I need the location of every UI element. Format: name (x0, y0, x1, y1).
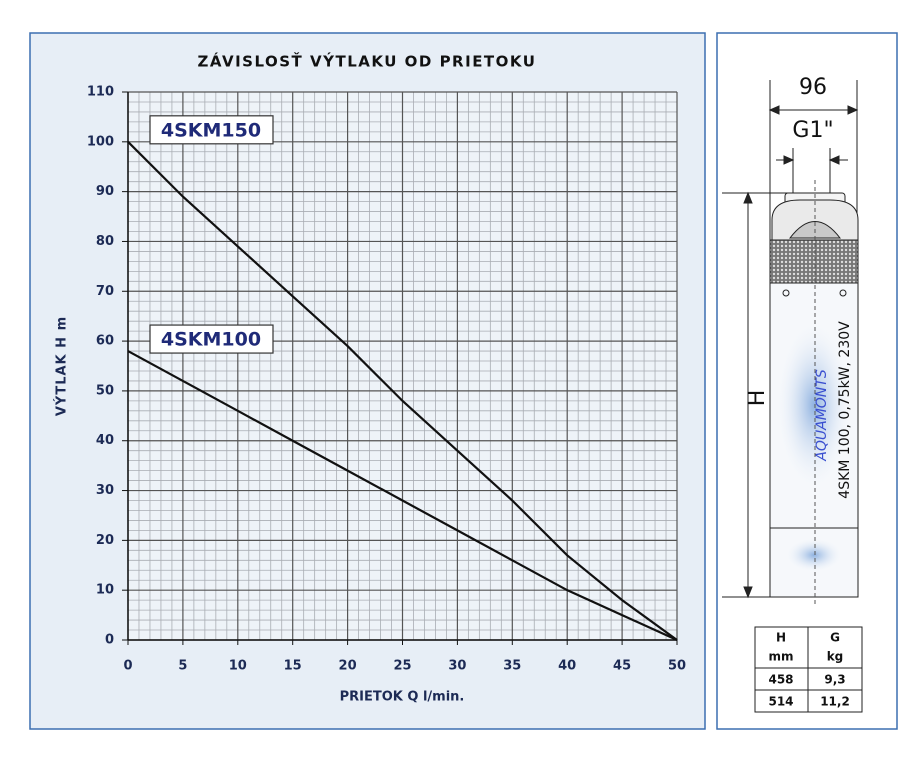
x-tick-label: 45 (613, 659, 631, 674)
y-axis-label: VÝTLAK H m (54, 316, 70, 416)
thread-label: G1" (792, 118, 833, 143)
chart-title: ZÁVISLOSŤ VÝTLAKU OD PRIETOKU (198, 52, 537, 71)
y-tick-label: 10 (96, 583, 114, 598)
y-tick-label: 80 (96, 234, 114, 249)
plot: 0 5 10 15 20 25 30 35 40 45 50 0 10 20 30 40 50 60 70 80 90 1… (87, 85, 686, 674)
y-tick-label: 60 (96, 334, 114, 349)
x-tick-label: 30 (448, 659, 466, 674)
x-tick-label: 25 (393, 659, 411, 674)
model-label: 4SKM 100, 0,75kW, 230V (837, 321, 853, 499)
x-tick-label: 5 (178, 659, 187, 674)
table-unit: mm (768, 650, 793, 664)
width-label: 96 (799, 75, 827, 100)
table-cell: 11,2 (820, 695, 850, 709)
y-tick-label: 30 (96, 483, 114, 498)
series-line (127, 141, 678, 641)
x-tick-label: 50 (668, 659, 686, 674)
brand-label: AQUAMONTS (814, 369, 830, 462)
x-axis-label: PRIETOK Q l/min. (340, 690, 465, 705)
x-tick-label: 15 (284, 659, 302, 674)
series-label-box (149, 324, 274, 354)
y-tick-label: 100 (87, 134, 114, 149)
series-line (127, 350, 678, 642)
y-tick-label: 50 (96, 383, 114, 398)
x-tick-label: 10 (229, 659, 247, 674)
spec-table (754, 626, 863, 713)
y-tick-label: 0 (105, 633, 114, 648)
table-unit: kg (827, 650, 844, 664)
table-cell: 514 (768, 695, 793, 709)
y-tick-label: 20 (96, 533, 114, 548)
table-cell: 458 (768, 673, 793, 687)
table-header: G (830, 631, 840, 645)
table-cell: 9,3 (824, 673, 845, 687)
x-tick-label: 35 (503, 659, 521, 674)
y-tick-label: 90 (96, 184, 114, 199)
x-tick-label: 20 (339, 659, 357, 674)
series-label: 4SKM100 (161, 329, 261, 351)
y-tick-label: 70 (96, 284, 114, 299)
y-tick-label: 110 (87, 85, 114, 100)
y-tick-label: 40 (96, 433, 114, 448)
height-label: H (745, 390, 770, 407)
pump-drawing (722, 80, 859, 605)
series-label: 4SKM150 (161, 119, 261, 141)
table-header: H (776, 631, 786, 645)
x-tick-label: 40 (558, 659, 576, 674)
series-label-box (149, 115, 274, 145)
x-tick-label: 0 (123, 659, 132, 674)
